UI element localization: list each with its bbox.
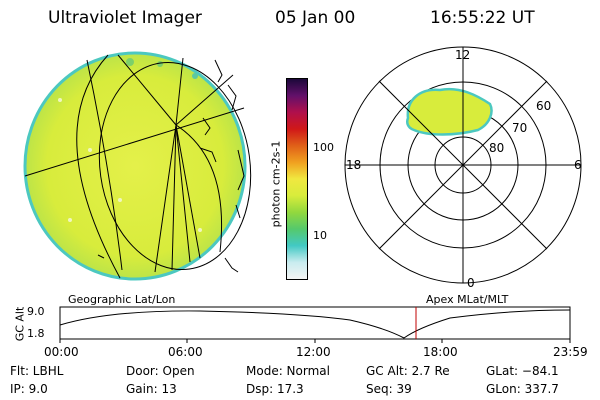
colorbar-tick-100: 100 (313, 141, 334, 154)
mlat-label-60: 60 (536, 99, 552, 113)
gain-value: Gain: 13 (126, 382, 177, 396)
altitude-xtick-1200: 12:00 (296, 345, 331, 359)
colorbar-tick-10: 10 (313, 229, 327, 242)
altitude-xtick-2359: 23:59 (553, 345, 588, 359)
gc-alt-value: GC Alt: 2.7 Re (366, 364, 450, 378)
mlat-label-80: 80 (489, 141, 505, 155)
door-value: Door: Open (126, 364, 195, 378)
time-label: 16:55:22 UT (430, 8, 535, 28)
date-label: 05 Jan 00 (275, 8, 356, 28)
instrument-title: Ultraviolet Imager (48, 8, 202, 28)
colorbar-label: photon cm-2s-1 (269, 140, 283, 228)
geographic-grid (24, 54, 252, 279)
mlt-label-6: 6 (574, 158, 582, 172)
glon-value: GLon: 337.7 (486, 382, 559, 396)
altitude-xtick-0600: 06:00 (168, 345, 203, 359)
right-panel-caption: Apex MLat/MLT (426, 293, 509, 306)
ip-value: IP: 9.0 (10, 382, 48, 396)
mlt-label-0: 0 (467, 276, 475, 290)
left-panel-caption: Geographic Lat/Lon (68, 293, 176, 306)
mlt-label-12: 12 (455, 48, 471, 62)
coastline-fragments (97, 59, 245, 273)
colorbar (286, 78, 308, 280)
mlt-label-18: 18 (346, 158, 362, 172)
mode-value: Mode: Normal (246, 364, 330, 378)
auroral-oval-image (406, 87, 493, 136)
colorbar-gradient (287, 79, 307, 279)
filter-value: Flt: LBHL (10, 364, 64, 378)
geographic-image-panel (23, 51, 252, 281)
altitude-ytick-top: 9.0 (27, 305, 45, 318)
altitude-ytick-bottom: 1.8 (27, 327, 45, 340)
glat-value: GLat: −84.1 (486, 364, 559, 378)
altitude-xtick-1800: 18:00 (423, 345, 458, 359)
mlt-line-diag-2 (378, 80, 548, 250)
dsp-value: Dsp: 17.3 (246, 382, 304, 396)
altitude-plot (59, 306, 571, 343)
altitude-curve (59, 309, 571, 339)
altitude-plot-frame (59, 306, 571, 340)
altitude-xtick-0000: 00:00 (44, 345, 79, 359)
mlat-label-70: 70 (512, 121, 528, 135)
seq-value: Seq: 39 (366, 382, 412, 396)
disk-speckle (58, 58, 202, 232)
polar-mlat-mlt-plot (344, 46, 582, 284)
altitude-ylabel: GC Alt (13, 306, 27, 342)
